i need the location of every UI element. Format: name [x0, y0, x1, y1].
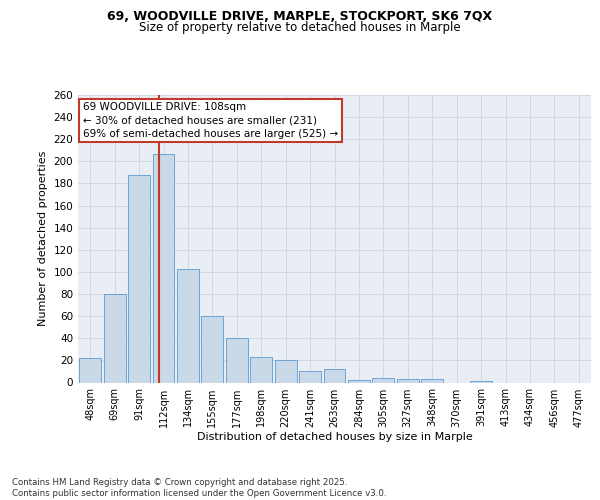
- Bar: [226, 338, 248, 382]
- Bar: [299, 372, 321, 382]
- Bar: [275, 360, 296, 382]
- Text: 69, WOODVILLE DRIVE, MARPLE, STOCKPORT, SK6 7QX: 69, WOODVILLE DRIVE, MARPLE, STOCKPORT, …: [107, 10, 493, 23]
- Y-axis label: Number of detached properties: Number of detached properties: [38, 151, 48, 326]
- Bar: [348, 380, 370, 382]
- Bar: [104, 294, 125, 382]
- Bar: [323, 369, 346, 382]
- Bar: [152, 154, 175, 382]
- Text: Size of property relative to detached houses in Marple: Size of property relative to detached ho…: [139, 22, 461, 35]
- Bar: [373, 378, 394, 382]
- Text: 69 WOODVILLE DRIVE: 108sqm
← 30% of detached houses are smaller (231)
69% of sem: 69 WOODVILLE DRIVE: 108sqm ← 30% of deta…: [83, 102, 338, 139]
- Bar: [397, 379, 419, 382]
- Bar: [128, 174, 150, 382]
- X-axis label: Distribution of detached houses by size in Marple: Distribution of detached houses by size …: [197, 432, 472, 442]
- Text: Contains HM Land Registry data © Crown copyright and database right 2025.
Contai: Contains HM Land Registry data © Crown c…: [12, 478, 386, 498]
- Bar: [421, 379, 443, 382]
- Bar: [79, 358, 101, 382]
- Bar: [250, 357, 272, 382]
- Bar: [177, 268, 199, 382]
- Bar: [202, 316, 223, 382]
